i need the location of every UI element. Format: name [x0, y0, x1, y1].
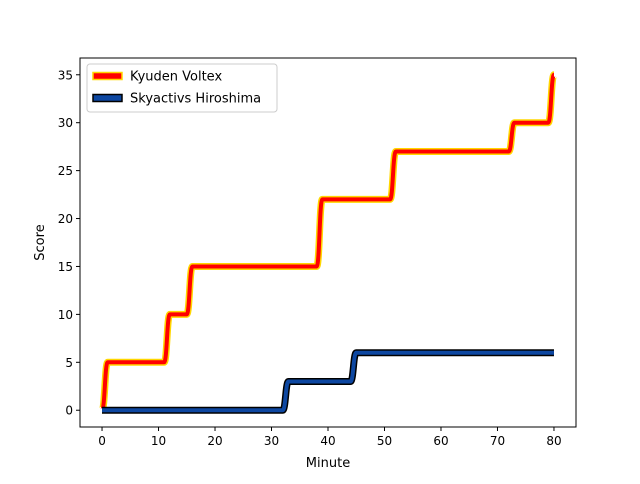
legend: Kyuden Voltex Skyactivs Hiroshima [86, 63, 278, 113]
x-tick-label: 10 [151, 434, 166, 448]
y-tick-label: 25 [58, 164, 73, 178]
x-tick-label: 50 [377, 434, 392, 448]
y-tick-label: 20 [58, 212, 73, 226]
y-tick-label: 0 [65, 404, 73, 418]
series-line [100, 72, 556, 413]
legend-swatch [92, 71, 123, 81]
x-tick-label: 40 [320, 434, 335, 448]
y-axis: 0 5 10 15 20 25 30 35 [58, 68, 80, 418]
series-2 [102, 349, 554, 414]
x-tick-label: 60 [433, 434, 448, 448]
y-axis-label: Score [33, 224, 48, 260]
x-tick-label: 0 [98, 434, 106, 448]
legend-item: Kyuden Voltex [92, 70, 222, 85]
x-tick-label: 30 [264, 434, 279, 448]
y-tick-label: 15 [58, 260, 73, 274]
y-tick-label: 35 [58, 68, 73, 82]
x-axis-label: Minute [306, 456, 350, 471]
x-tick-label: 70 [490, 434, 505, 448]
legend-box [86, 63, 278, 113]
series-layer [98, 71, 558, 414]
x-axis: 0 10 20 30 40 50 60 70 80 [98, 427, 562, 448]
legend-swatch [92, 93, 123, 103]
y-tick-label: 10 [58, 308, 73, 322]
series-1 [98, 71, 558, 414]
series-line [102, 350, 554, 413]
y-tick-label: 5 [65, 356, 73, 370]
legend-item: Skyactivs Hiroshima [92, 92, 261, 107]
legend-label: Skyactivs Hiroshima [130, 92, 261, 107]
x-tick-label: 80 [546, 434, 561, 448]
y-tick-label: 30 [58, 116, 73, 130]
x-tick-label: 20 [207, 434, 222, 448]
legend-label: Kyuden Voltex [130, 70, 222, 85]
